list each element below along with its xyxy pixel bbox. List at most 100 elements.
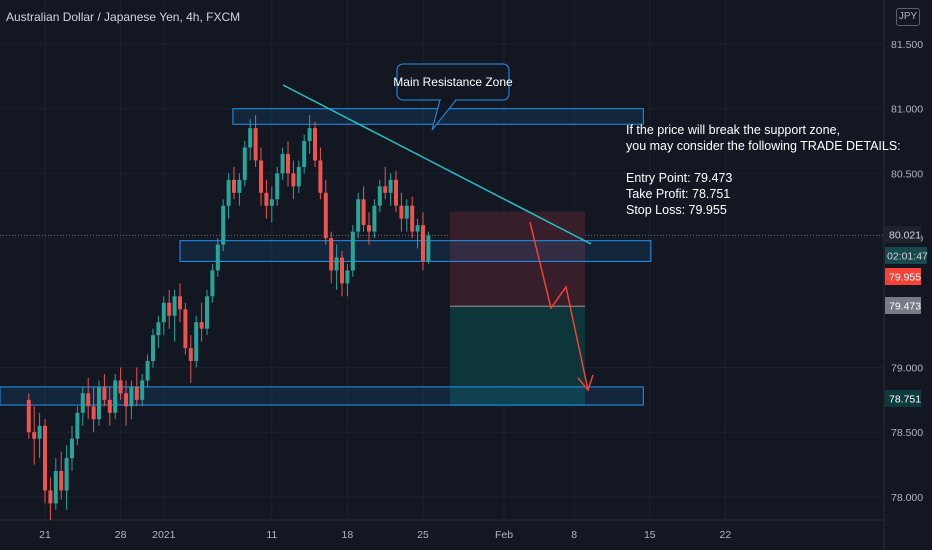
entry-price-bg	[885, 297, 921, 314]
candle-body	[356, 199, 361, 232]
time-axis[interactable]: 21 28 2021 11 18 25 Feb 8 15 22	[39, 529, 731, 541]
candle-body	[221, 205, 226, 245]
candle-body	[237, 179, 242, 193]
level-zone	[0, 386, 644, 406]
level-zone	[179, 240, 652, 262]
candle-body	[26, 399, 31, 433]
candle-body	[205, 296, 209, 329]
candle-body	[161, 302, 166, 323]
trade-text-line: If the price will break the support zone…	[626, 123, 840, 137]
x-tick-label: 22	[720, 529, 732, 541]
candle-body	[242, 147, 247, 180]
candle-body	[286, 153, 290, 174]
candle-body	[329, 238, 334, 271]
candle-body	[167, 302, 172, 316]
trade-text-line: Entry Point: 79.473	[626, 171, 732, 185]
candle-body	[259, 160, 263, 193]
take-profit-zone	[450, 306, 585, 407]
candle-body	[275, 173, 280, 200]
x-tick-label: Feb	[495, 529, 513, 541]
candle-body	[145, 361, 150, 381]
candle-body	[134, 386, 139, 400]
candle-body	[291, 173, 296, 187]
candle-body	[302, 141, 307, 167]
candle-body	[86, 393, 91, 407]
countdown-bg	[885, 247, 927, 264]
candle-body	[296, 166, 301, 187]
y-tick-label: 81.500	[891, 39, 923, 51]
callout-text: Main Resistance Zone	[393, 75, 513, 89]
trade-text-line: you may consider the following TRADE DET…	[626, 139, 901, 153]
x-tick-label: 18	[342, 529, 354, 541]
y-tick-label: 78.000	[891, 492, 923, 504]
candle-body	[113, 380, 118, 413]
y-tick-label: 80.500	[891, 168, 923, 180]
candle-body	[415, 225, 420, 232]
candle-body	[59, 471, 64, 491]
candle-body	[264, 192, 269, 206]
trade-text-line: Take Profit: 78.751	[626, 187, 730, 201]
candle-body	[350, 231, 355, 271]
candle-body	[361, 199, 366, 226]
drawings	[282, 84, 594, 392]
candle-body	[340, 257, 344, 284]
x-tick-label: 25	[417, 529, 429, 541]
candle-body	[32, 432, 37, 439]
candle-body	[226, 179, 231, 206]
price-labels: 80.021 02:01:47 79.955 79.473 78.751	[885, 226, 928, 407]
take-profit-price-bg	[885, 390, 921, 407]
candle-body	[156, 322, 161, 336]
currency-badge[interactable]: JPY	[896, 8, 920, 26]
candle-body	[421, 225, 425, 262]
x-tick-label: 15	[644, 529, 656, 541]
trade-text-line: Stop Loss: 79.955	[626, 203, 727, 217]
candle-body	[183, 309, 188, 349]
y-tick-label: 79.000	[891, 363, 923, 375]
stop-loss-zone	[450, 211, 585, 307]
candle-body	[215, 244, 220, 271]
candle-body	[323, 192, 328, 239]
candle-body	[399, 205, 404, 219]
x-tick-label: 21	[39, 529, 51, 541]
take-profit-price-label: 78.751	[889, 394, 921, 406]
candle-body	[410, 205, 415, 232]
candle-body	[269, 199, 274, 206]
candles	[26, 115, 431, 521]
y-tick-label: 78.500	[891, 427, 923, 439]
candle-body	[345, 270, 350, 284]
candle-body	[178, 296, 182, 310]
x-tick-label: 8	[571, 529, 577, 541]
candle-body	[80, 393, 85, 413]
resistance-callout[interactable]: Main Resistance Zone	[393, 63, 513, 131]
candle-body	[394, 179, 398, 206]
candle-body	[53, 471, 58, 504]
candle-body	[124, 393, 128, 407]
candle-body	[48, 490, 53, 504]
projected-path-arrow	[529, 221, 589, 391]
candle-body	[199, 322, 204, 329]
candle-body	[151, 335, 155, 362]
arrow-head	[577, 374, 594, 392]
candle-body	[404, 205, 409, 219]
candle-body	[172, 296, 177, 316]
candle-body	[377, 186, 382, 206]
trade-zones	[450, 211, 585, 407]
candle-body	[367, 225, 371, 232]
candle-body	[129, 386, 134, 407]
candle-body	[70, 438, 74, 459]
candle-body	[388, 179, 393, 193]
candle-body	[248, 128, 253, 148]
candle-body	[232, 179, 236, 193]
x-tick-label: 2021	[152, 529, 176, 541]
candle-body	[188, 348, 193, 362]
candle-body	[307, 128, 312, 142]
candle-body	[253, 128, 258, 161]
candle-body	[91, 406, 96, 420]
candle-body	[318, 160, 323, 193]
candle-body	[334, 257, 339, 271]
countdown-label: 02:01:47	[887, 251, 928, 263]
candle-body	[383, 186, 388, 193]
candle-body	[118, 380, 123, 394]
candle-body	[43, 425, 47, 491]
